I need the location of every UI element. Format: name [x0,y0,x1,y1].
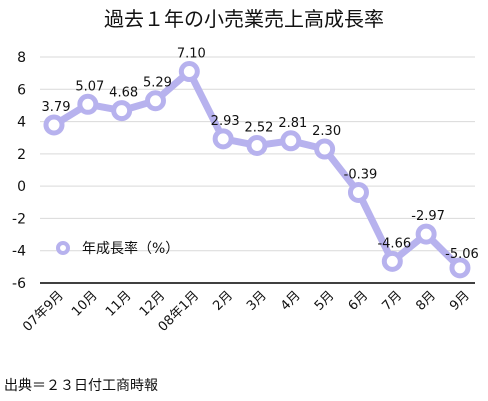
x-tick-label: 07年9月 [20,288,67,335]
data-point [144,90,166,112]
data-point [280,130,302,152]
data-point [43,114,65,136]
data-point [246,134,268,156]
y-tick-label: 0 [17,179,26,195]
legend: 年成長率（%） [56,240,179,257]
y-tick-label: -4 [12,244,26,260]
x-tick-label: 5月 [312,288,338,314]
legend-marker [56,241,70,255]
data-label: 2.93 [211,114,240,129]
data-label: -0.39 [344,167,378,182]
data-label: -2.97 [411,209,445,224]
y-tick-label: 4 [17,115,26,131]
data-label: 4.68 [109,86,138,101]
data-label: 7.10 [177,47,206,62]
data-label: 5.07 [75,79,104,94]
data-labels: 3.79 5.07 4.68 5.29 7.10 2.93 2.52 2.81 2.30 -0.3… [42,47,479,262]
x-tick-label: 3月 [244,288,270,314]
data-point [77,93,99,115]
source-note: 出典＝２３日付工商時報 [4,378,158,394]
x-tick-label: 10月 [69,288,100,319]
x-tick-label: 7月 [379,288,405,314]
y-tick-label: -6 [12,276,26,292]
data-label: -5.06 [445,247,479,262]
x-tick-label: 9月 [447,288,473,314]
data-point [449,257,471,279]
data-point [381,250,403,272]
data-label: 2.30 [312,124,341,139]
data-point [347,181,369,203]
y-tick-label: 2 [17,147,26,163]
y-axis-ticks: 8 6 4 2 0 -2 -4 -6 [12,50,26,292]
chart-title: 過去１年の小売業売上高成長率 [104,7,384,31]
data-label: -4.66 [377,236,411,251]
x-tick-label: 4月 [278,288,304,314]
data-point [178,61,200,83]
grid-lines [40,56,475,284]
data-point [212,128,234,150]
data-point [314,138,336,160]
data-label: 2.81 [278,116,307,131]
y-tick-label: -2 [12,211,26,227]
data-label: 5.29 [143,76,172,91]
series-line [43,61,471,279]
x-tick-label: 2月 [210,288,236,314]
y-tick-label: 6 [17,82,26,98]
data-point [415,223,437,245]
y-tick-label: 8 [17,50,26,66]
legend-label: 年成長率（%） [82,240,179,257]
x-tick-label: 8月 [413,288,439,314]
x-tick-label: 11月 [103,288,134,319]
data-point [111,100,133,122]
data-label: 2.52 [245,120,274,135]
data-label: 3.79 [42,100,71,115]
x-tick-label: 6月 [346,288,372,314]
